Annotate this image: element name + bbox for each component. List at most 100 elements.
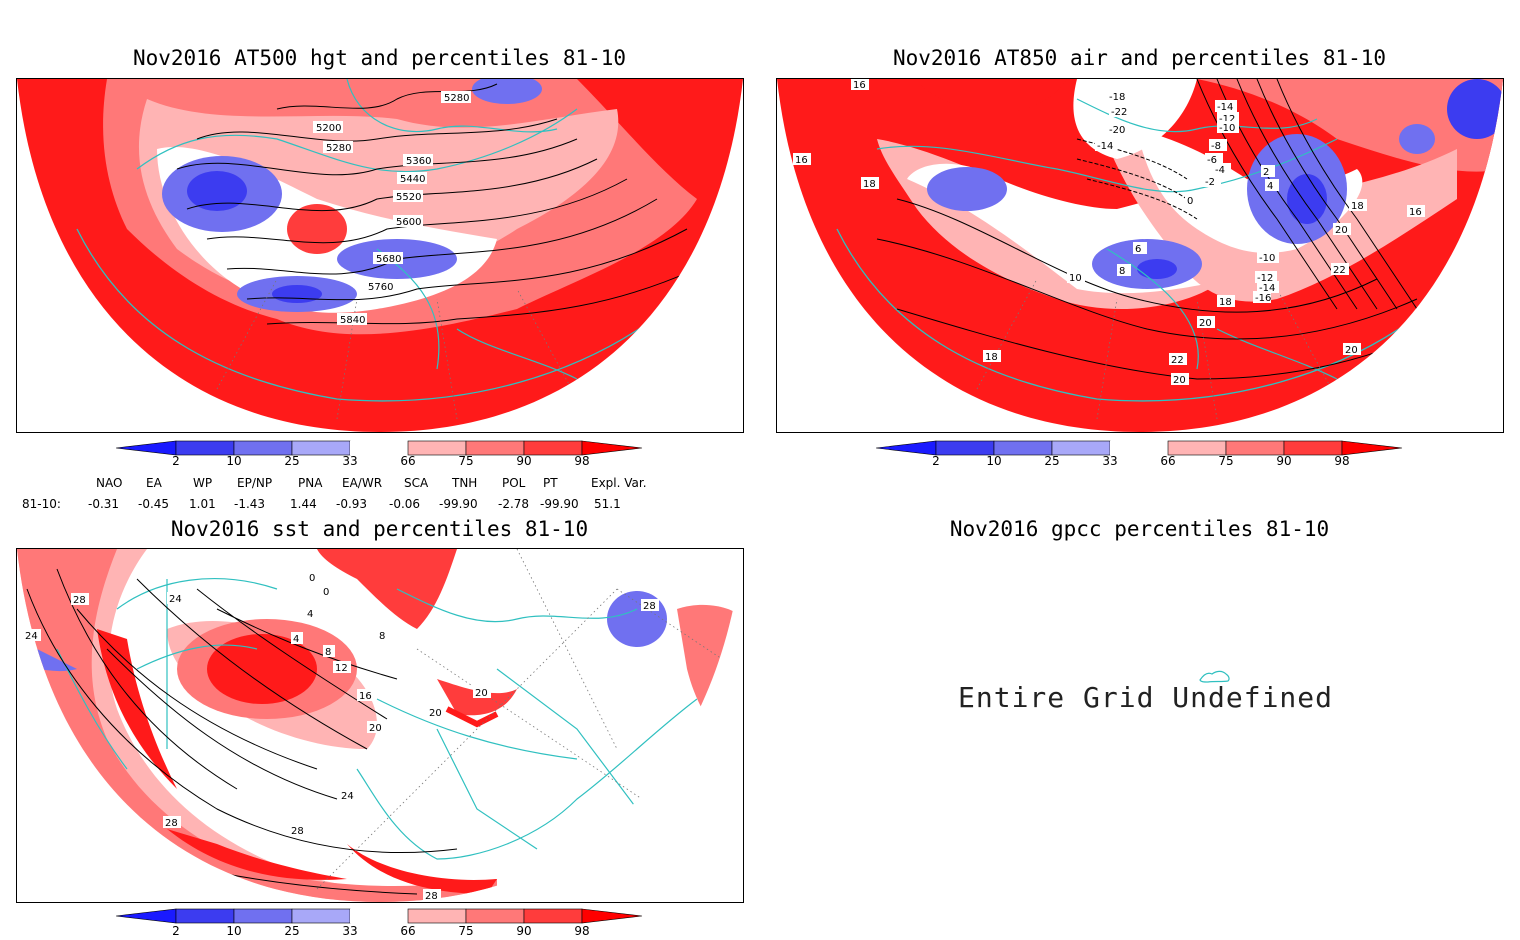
- index-header: Expl. Var.: [591, 476, 647, 490]
- index-header: NAO: [96, 476, 123, 490]
- index-value: 1.01: [189, 497, 216, 511]
- colorbar-label: 90: [516, 924, 532, 938]
- index-value: 51.1: [594, 497, 621, 511]
- contour-label: 22: [1171, 355, 1184, 366]
- contour-label: 22: [1333, 265, 1346, 276]
- contour-label: 4: [307, 609, 313, 620]
- colorbar-label: 66: [400, 924, 416, 938]
- colorbar-label: 66: [1160, 454, 1176, 468]
- contour-label: 20: [369, 723, 382, 734]
- colorbar-ramp: [115, 440, 643, 456]
- colorbar-label: 98: [574, 924, 590, 938]
- contour-label: 24: [25, 631, 38, 642]
- contour-label: -18: [1109, 92, 1125, 103]
- colorbar-label: 33: [342, 924, 358, 938]
- contour-label: 12: [335, 663, 348, 674]
- colorbar-ramp: [875, 440, 1403, 456]
- index-header: TNH: [452, 476, 478, 490]
- map-panel-hgt500: 5280 5200 5280 5360 5440 5520 5600 5680 …: [16, 78, 744, 433]
- contour-label: 0: [323, 587, 329, 598]
- contour-label: 16: [853, 80, 866, 91]
- contour-label: 5360: [406, 156, 431, 167]
- contour-label: 8: [325, 647, 331, 658]
- contour-label: 16: [359, 691, 372, 702]
- colorbar-label: 75: [458, 454, 474, 468]
- colorbar-label: 66: [400, 454, 416, 468]
- contour-label: 28: [425, 891, 438, 902]
- panel1-title: Nov2016 AT500 hgt and percentiles 81-10: [132, 46, 627, 70]
- index-header: PT: [543, 476, 558, 490]
- colorbar-label: 2: [172, 924, 180, 938]
- colorbar-label: 33: [1102, 454, 1118, 468]
- map-panel-sst: 28 24 24 0 0 4 4 8 8 12 16 20 20 20 24 2…: [16, 548, 744, 903]
- contour-label: 5280: [444, 93, 469, 104]
- colorbar-label: 2: [932, 454, 940, 468]
- contour-label: 5760: [368, 282, 393, 293]
- contour-label: 28: [165, 818, 178, 829]
- index-value: -1.43: [234, 497, 266, 511]
- contour-label: 5440: [400, 174, 425, 185]
- contour-label: 6: [1135, 244, 1141, 255]
- contour-label: 0: [309, 573, 315, 584]
- contour-label: 18: [1351, 201, 1364, 212]
- contour-label: 20: [475, 688, 488, 699]
- contour-label: 20: [1173, 375, 1186, 386]
- contour-label: 20: [1345, 345, 1358, 356]
- contour-label: 4: [1267, 181, 1273, 192]
- index-value: -0.31: [88, 497, 120, 511]
- index-header: EA: [146, 476, 162, 490]
- contour-label: 28: [643, 601, 656, 612]
- contour-label: 2: [1263, 167, 1269, 178]
- contour-label: 20: [1335, 225, 1348, 236]
- contour-label: 5600: [396, 217, 421, 228]
- index-header: POL: [502, 476, 526, 490]
- contour-label: 8: [379, 631, 385, 642]
- contour-label: -14: [1259, 283, 1275, 294]
- contour-label: -10: [1259, 253, 1275, 264]
- index-header: SCA: [404, 476, 429, 490]
- contour-label: 5200: [316, 123, 341, 134]
- contour-label: 5840: [340, 315, 365, 326]
- map-panel-air850: 16 16 18 -18 -22 -20 -14 -14 -12 -10 -8 …: [776, 78, 1504, 433]
- colorbar-label: 25: [1044, 454, 1060, 468]
- index-value: -2.78: [498, 497, 530, 511]
- index-header: WP: [193, 476, 213, 490]
- index-value: -0.45: [138, 497, 170, 511]
- index-value: -99.90: [439, 497, 478, 511]
- contour-label: 28: [73, 595, 86, 606]
- contour-label: 18: [985, 352, 998, 363]
- colorbar-label: 10: [226, 924, 242, 938]
- colorbar-panel1: 2 10 25 33 66 75 90 98: [115, 440, 646, 470]
- colorbar-label: 2: [172, 454, 180, 468]
- contour-label: 5280: [326, 143, 351, 154]
- grid-undefined-message: Entire Grid Undefined: [958, 681, 1334, 714]
- contour-label: -4: [1215, 165, 1225, 176]
- contour-label: 24: [169, 594, 182, 605]
- colorbar-label: 25: [284, 924, 300, 938]
- contour-label: 24: [341, 791, 354, 802]
- colorbar-label: 90: [516, 454, 532, 468]
- colorbar-label: 75: [1218, 454, 1234, 468]
- contour-label: 5520: [396, 192, 421, 203]
- index-header: PNA: [298, 476, 323, 490]
- contour-label: -6: [1207, 155, 1217, 166]
- panel2-title: Nov2016 AT850 air and percentiles 81-10: [892, 46, 1387, 70]
- colorbar-label: 10: [226, 454, 242, 468]
- contour-label: -16: [1255, 293, 1271, 304]
- colorbar-label: 25: [284, 454, 300, 468]
- colorbar-label: 98: [574, 454, 590, 468]
- panel4-title: Nov2016 gpcc percentiles 81-10: [949, 517, 1330, 541]
- island-outline-icon: [1199, 670, 1230, 683]
- contour-label: -12: [1257, 273, 1273, 284]
- index-value: -0.06: [389, 497, 421, 511]
- index-row-label: 81-10:: [22, 497, 61, 511]
- contour-label: 16: [795, 155, 808, 166]
- contour-label: 28: [291, 826, 304, 837]
- contour-label: -2: [1205, 177, 1215, 188]
- colorbar-label: 10: [986, 454, 1002, 468]
- contour-label: 10: [1069, 273, 1082, 284]
- contour-label: 16: [1409, 207, 1422, 218]
- contour-label: -12: [1219, 114, 1235, 125]
- contour-label: 8: [1119, 266, 1125, 277]
- contour-label: -20: [1109, 125, 1125, 136]
